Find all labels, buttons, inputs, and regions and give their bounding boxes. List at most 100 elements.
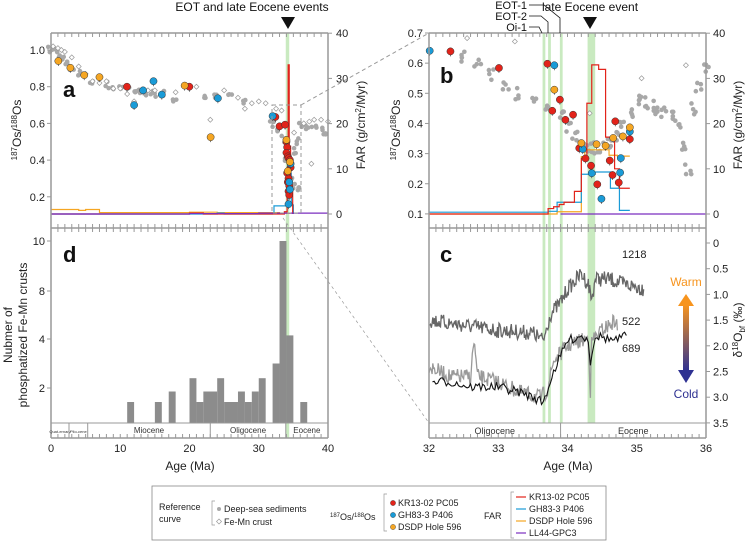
y-tick-label: 0.5 [713, 264, 728, 276]
deep-sea-point [203, 95, 208, 101]
event-marker-icon [281, 17, 295, 29]
y2-tick-label: 20 [713, 119, 725, 131]
os-point-red [556, 95, 564, 104]
os-point-orange [66, 63, 75, 72]
os-point-red [625, 135, 634, 143]
zoom-guide-line [300, 32, 430, 106]
deep-sea-point [545, 104, 551, 110]
histogram-bar [224, 402, 238, 423]
deep-sea-point [681, 144, 687, 149]
event-leader-lines [529, 4, 561, 34]
deep-sea-point [615, 130, 620, 135]
event-label-eot1: EOT-1 [495, 0, 527, 12]
fe-mn-crust-point [262, 100, 269, 107]
deep-sea-point [486, 67, 492, 73]
fe-mn-crust-point [273, 105, 280, 112]
deep-sea-point [636, 97, 642, 103]
deep-sea-point [642, 95, 648, 100]
series-label-689: 689 [622, 343, 640, 355]
os-point-red [561, 115, 570, 124]
os-point-red [581, 154, 590, 163]
x-tick-label: 35 [631, 443, 643, 455]
warm-cold-arrow-icon [678, 294, 694, 383]
deep-sea-point [270, 124, 275, 130]
legend-os-title: 187Os/188Os [330, 512, 376, 522]
deep-sea-point [54, 49, 60, 55]
legend-far-item: KR13-02 PC05 [529, 492, 590, 502]
deep-sea-point [698, 87, 704, 92]
y-tick-label: 1.0 [713, 289, 728, 301]
legend-reference-title-2: curve [159, 514, 181, 524]
os-point-blue [284, 200, 293, 208]
deep-sea-point [305, 125, 311, 130]
os-point-orange [625, 123, 634, 132]
fe-mn-crust-point [68, 54, 75, 61]
deep-sea-point [267, 119, 273, 124]
deep-sea-point [531, 99, 537, 104]
far-line-red [51, 64, 294, 215]
cold-label: Cold [674, 387, 699, 401]
fe-mn-crust-point [193, 83, 200, 90]
deep-sea-point [148, 91, 153, 97]
os-point-red [281, 120, 289, 129]
deep-sea-point [561, 109, 567, 114]
far-line-red [429, 64, 630, 215]
deep-sea-point [143, 93, 149, 98]
fe-mn-crust-point [241, 105, 248, 112]
fe-mn-crust-point [306, 118, 313, 125]
y-tick-label: 0.8 [30, 82, 45, 94]
age-axis-title-left: Age (Ma) [165, 459, 214, 473]
deep-sea-point [670, 113, 676, 119]
histogram-bar [168, 391, 176, 423]
histogram-bar [251, 391, 259, 423]
y-tick-label: 0.7 [408, 28, 423, 40]
os-point-orange [577, 139, 586, 147]
deep-sea-point [296, 136, 301, 141]
warm-label: Warm [670, 275, 702, 289]
histogram-bar [189, 378, 197, 423]
x-tick-label: 20 [183, 443, 195, 455]
y2-tick-label: 10 [336, 164, 348, 176]
d18o-line-689 [432, 331, 627, 406]
epoch-label: Miocene [134, 426, 165, 435]
histogram-bar [272, 363, 280, 423]
os-point-orange [80, 71, 89, 79]
os-point-blue [616, 168, 624, 177]
deep-sea-point [309, 124, 315, 130]
os-point-red [593, 180, 602, 189]
legend: Reference curve Deep-sea sediments Fe-Mn… [151, 485, 607, 541]
panel-letter-a: a [63, 77, 76, 102]
x-tick-label: 34 [561, 443, 573, 455]
fe-mn-crust-point [117, 85, 124, 92]
zoom-region-box [271, 104, 302, 214]
histogram-bar [279, 241, 287, 423]
deep-sea-point [574, 137, 579, 143]
fe-mn-crust-point [464, 35, 471, 42]
fe-mn-crust-point [311, 116, 318, 123]
fe-mn-crust-point [278, 107, 285, 114]
legend-far-title: FAR [484, 511, 502, 521]
far-axis-title-a: FAR (g/cm2/Myr) [354, 81, 368, 169]
y-tick-label: 3.0 [713, 392, 728, 404]
y-tick-label: 0.4 [30, 155, 45, 167]
os-point-blue [616, 154, 625, 162]
epoch-label: Eocene [293, 426, 321, 435]
deep-sea-point [659, 114, 664, 120]
age-axis-title-right: Age (Ma) [543, 459, 592, 473]
deep-sea-point [672, 118, 678, 124]
histogram-bar [196, 402, 204, 423]
deep-sea-point [64, 59, 70, 64]
os-point-blue [214, 94, 222, 103]
os-point-red [587, 161, 595, 170]
os-point-orange [206, 133, 215, 142]
fe-mn-crust-point [300, 120, 307, 127]
os-point-red [569, 110, 577, 119]
deep-sea-point [573, 130, 578, 136]
legend-far-item: GH83-3 P406 [529, 504, 584, 514]
histogram-bar [203, 391, 218, 423]
y2-tick-label: 40 [713, 28, 725, 40]
panel-letter-d: d [63, 242, 76, 267]
y-tick-label: 1.5 [713, 315, 728, 327]
os-point-orange [550, 85, 559, 94]
